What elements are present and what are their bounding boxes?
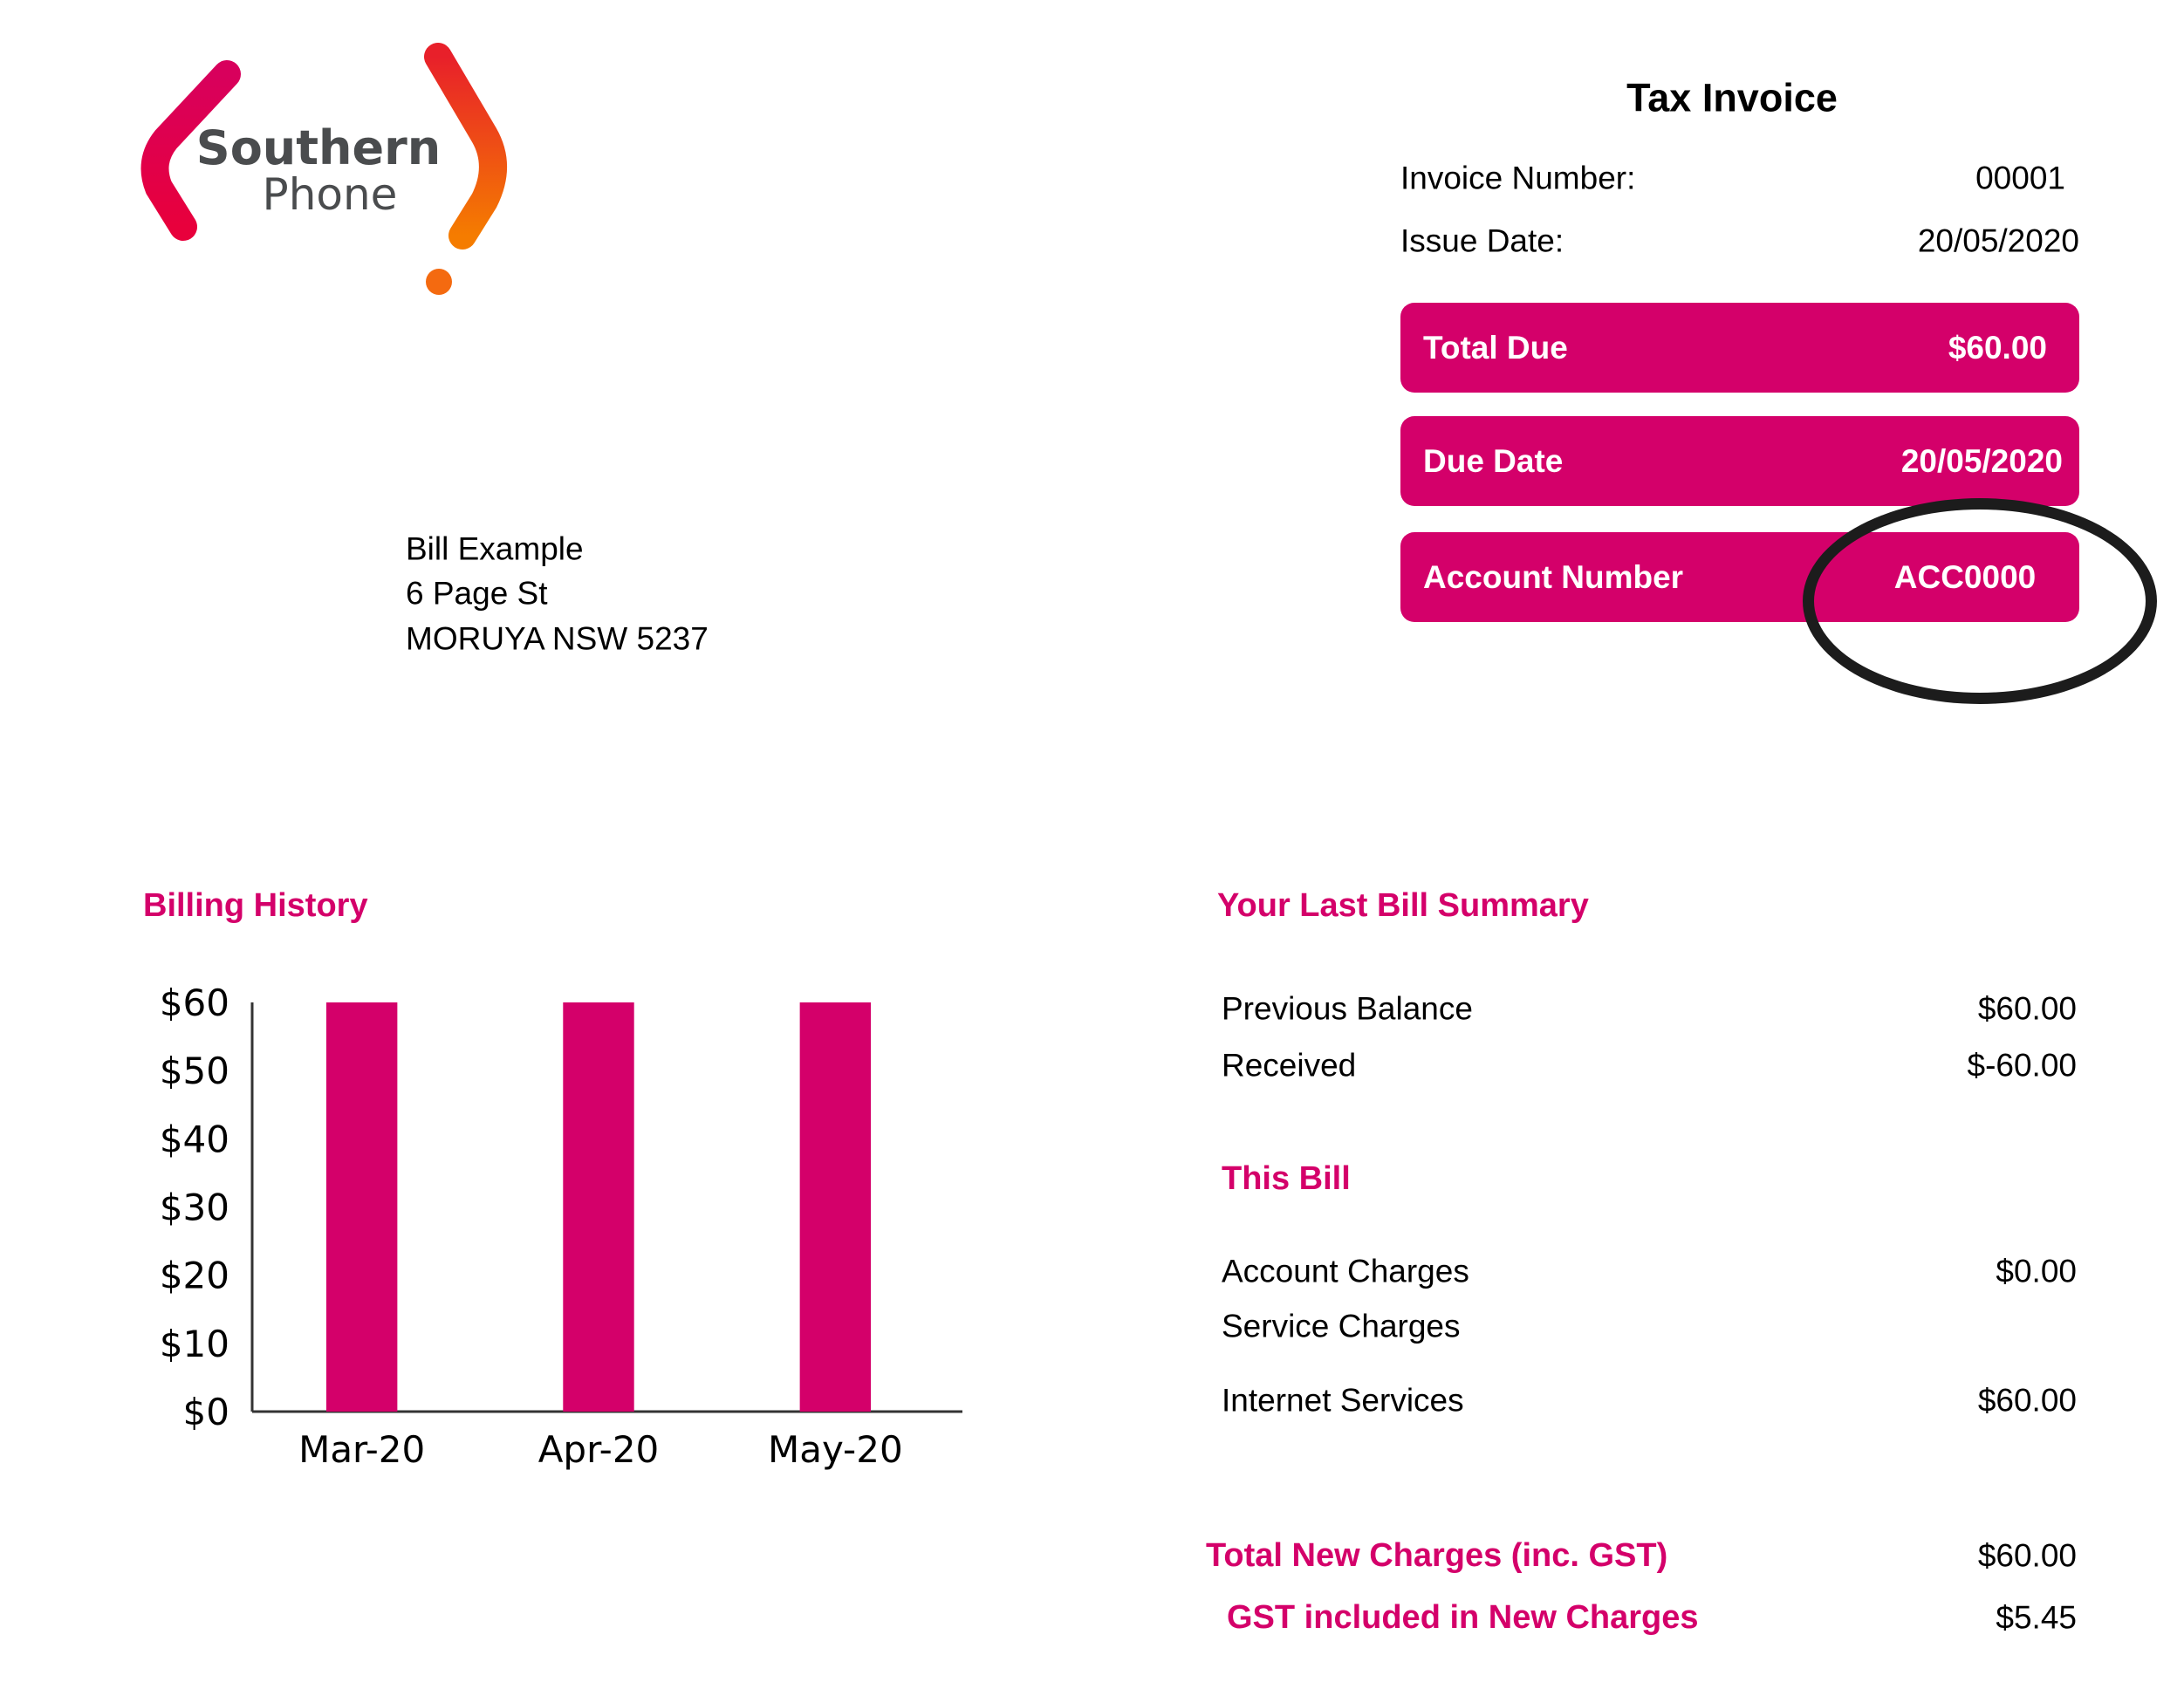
bar-Mar-20 xyxy=(325,1002,398,1412)
total-due-box: Total Due $60.00 xyxy=(1400,303,2079,393)
highlight-circle xyxy=(1803,498,2157,704)
total-new-charges-value: $60.00 xyxy=(1977,1537,2077,1574)
total-due-label: Total Due xyxy=(1423,329,1568,366)
svg-text:Southern: Southern xyxy=(196,120,441,175)
previous-balance-value: $60.00 xyxy=(1977,990,2077,1027)
this-bill-title: This Bill xyxy=(1222,1160,1351,1197)
internet-services-label: Internet Services xyxy=(1222,1382,1464,1419)
invoice-number-label: Invoice Number: xyxy=(1400,160,1636,196)
total-new-charges-label: Total New Charges (inc. GST) xyxy=(1206,1537,1668,1574)
due-date-label: Due Date xyxy=(1423,442,1564,479)
address-street: 6 Page St xyxy=(406,575,548,612)
y-tick-label: $10 xyxy=(160,1323,229,1365)
previous-balance-label: Previous Balance xyxy=(1222,990,1473,1027)
account-charges-label: Account Charges xyxy=(1222,1253,1469,1289)
address-city: MORUYA NSW 5237 xyxy=(406,620,709,657)
bar-Apr-20 xyxy=(563,1002,634,1412)
received-label: Received xyxy=(1222,1047,1357,1084)
y-tick-label: $60 xyxy=(160,981,229,1024)
bar-May-20 xyxy=(799,1002,872,1412)
summary-title: Your Last Bill Summary xyxy=(1217,887,1589,924)
x-tick-label: Mar-20 xyxy=(298,1428,425,1471)
y-tick-label: $30 xyxy=(160,1187,229,1229)
internet-services-value: $60.00 xyxy=(1977,1382,2077,1419)
billing-history-chart: $0 $10 $20 $30 $40 $50 $60 Mar-20 Apr-20 May-20 xyxy=(160,981,962,1471)
service-charges-label: Service Charges xyxy=(1222,1308,1461,1344)
due-date-box: Due Date 20/05/2020 xyxy=(1400,416,2079,506)
account-charges-value: $0.00 xyxy=(1996,1253,2077,1289)
y-tick-label: $20 xyxy=(160,1255,229,1297)
southern-phone-logo: Southern Phone xyxy=(131,35,532,314)
gst-label: GST included in New Charges xyxy=(1227,1599,1699,1636)
x-tick-label: Apr-20 xyxy=(538,1428,660,1471)
y-tick-label: $0 xyxy=(183,1391,229,1433)
due-date-value: 20/05/2020 xyxy=(1900,442,2063,479)
address-name: Bill Example xyxy=(406,530,584,567)
y-tick-label: $40 xyxy=(160,1118,229,1160)
issue-date-label: Issue Date: xyxy=(1400,222,1564,259)
received-value: $-60.00 xyxy=(1967,1047,2078,1084)
x-tick-label: May-20 xyxy=(768,1428,903,1471)
issue-date-value: 20/05/2020 xyxy=(1917,222,2079,259)
svg-text:Phone: Phone xyxy=(263,169,398,220)
account-number-label: Account Number xyxy=(1423,558,1684,595)
invoice-title: Tax Invoice xyxy=(1626,75,1838,120)
y-tick-label: $50 xyxy=(160,1050,229,1092)
invoice-number-value: 00001 xyxy=(1975,160,2065,196)
total-due-value: $60.00 xyxy=(1948,329,2047,366)
billing-history-title: Billing History xyxy=(143,887,368,924)
gst-value: $5.45 xyxy=(1996,1599,2077,1636)
